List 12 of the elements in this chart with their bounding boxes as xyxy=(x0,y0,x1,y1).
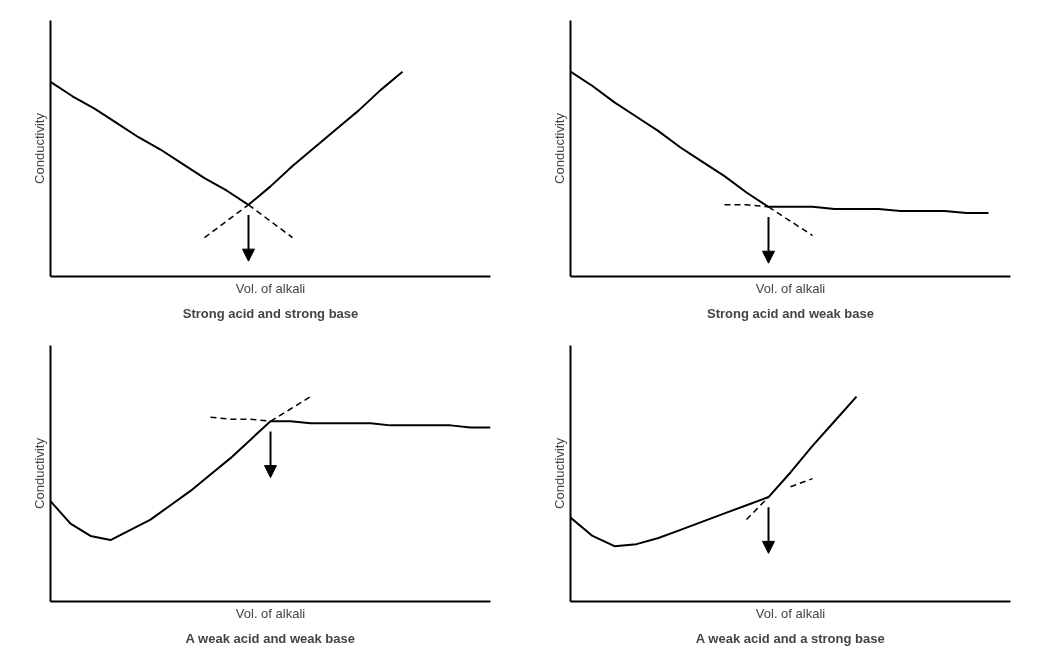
x-axis-title: Vol. of alkali xyxy=(755,280,826,296)
y-axis-title: Conductivity xyxy=(31,112,47,184)
text: Strong acid and strong base xyxy=(182,305,359,321)
text: Strong acid and weak base xyxy=(707,305,874,321)
y-axis-title: Conductivity xyxy=(551,112,567,184)
x-axis-title: Vol. of alkali xyxy=(235,280,306,296)
y-axis-title: Conductivity xyxy=(31,437,47,509)
text: A weak acid and weak base xyxy=(185,630,355,646)
y-axis-title: Conductivity xyxy=(551,437,567,509)
x-axis-title: Vol. of alkali xyxy=(235,605,306,621)
text: A weak acid and a strong base xyxy=(695,630,885,646)
x-axis-title: Vol. of alkali xyxy=(755,605,826,621)
